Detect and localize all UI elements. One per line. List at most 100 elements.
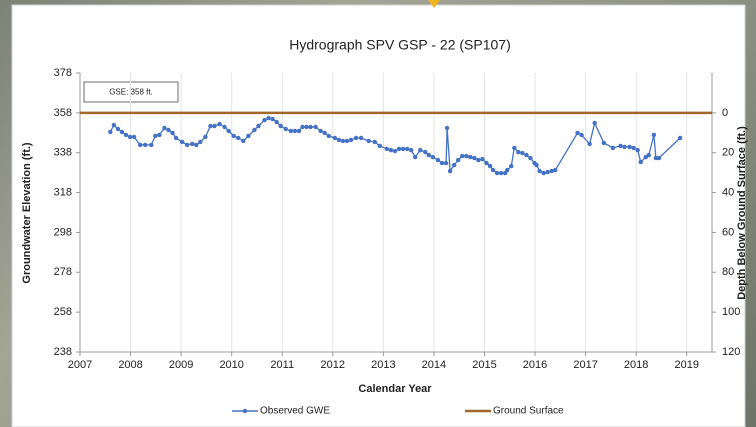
- data-point: [217, 121, 222, 127]
- data-point: [444, 125, 450, 131]
- data-point: [372, 139, 377, 145]
- data-point: [677, 135, 683, 141]
- data-point: [635, 147, 640, 153]
- data-point: [439, 160, 445, 166]
- data-point: [322, 130, 327, 136]
- data-point: [222, 124, 227, 130]
- data-point: [348, 137, 354, 143]
- data-point: [108, 129, 113, 135]
- data-point: [203, 134, 208, 140]
- data-point: [388, 147, 394, 153]
- data-point: [426, 152, 432, 158]
- data-point: [423, 149, 428, 155]
- data-point: [575, 130, 580, 136]
- data-point: [119, 129, 125, 135]
- y-tick-label: 358: [54, 107, 72, 119]
- data-point: [384, 146, 390, 152]
- data-point: [137, 142, 143, 148]
- data-point: [236, 135, 241, 141]
- map-marker: [428, 0, 440, 8]
- data-point: [231, 133, 236, 139]
- data-point: [435, 157, 441, 163]
- data-point: [653, 155, 659, 161]
- data-point: [610, 145, 616, 151]
- y-tick-label: 318: [54, 186, 72, 198]
- data-point: [537, 168, 542, 174]
- y-tick-label: 278: [54, 266, 72, 278]
- data-point: [408, 147, 414, 153]
- data-point: [484, 160, 489, 166]
- data-point: [455, 157, 461, 163]
- data-point: [404, 146, 410, 152]
- y2-tick-label: 20: [722, 147, 734, 159]
- x-tick-label: 2012: [321, 359, 345, 371]
- legend-label: Observed GWE: [260, 406, 330, 417]
- chart-title: Hydrograph SPV GSP - 22 (SP107): [289, 37, 511, 53]
- x-tick-label: 2016: [523, 359, 547, 371]
- data-point: [313, 124, 318, 130]
- chart-panel: [11, 4, 746, 427]
- x-tick-label: 2014: [422, 359, 446, 371]
- data-point: [656, 155, 662, 161]
- data-point: [545, 169, 550, 175]
- data-point: [541, 170, 546, 176]
- data-point: [252, 127, 257, 133]
- data-point: [266, 115, 271, 121]
- data-point: [226, 128, 231, 134]
- data-point: [587, 141, 592, 147]
- x-tick-label: 2013: [371, 359, 395, 371]
- data-point: [212, 123, 217, 129]
- data-point: [472, 155, 477, 161]
- data-point: [304, 124, 309, 130]
- data-point: [413, 154, 418, 160]
- data-point: [292, 128, 298, 134]
- data-point: [296, 128, 302, 134]
- data-point: [358, 135, 364, 141]
- data-point: [246, 133, 251, 139]
- data-point: [366, 138, 371, 144]
- data-point: [494, 170, 500, 176]
- data-point: [170, 130, 175, 136]
- data-point: [549, 168, 554, 174]
- data-point: [534, 162, 539, 168]
- data-point: [651, 132, 657, 138]
- data-point: [336, 137, 342, 143]
- y2-tick-label: 60: [722, 226, 734, 238]
- data-point: [509, 163, 514, 169]
- y-tick-label: 258: [54, 306, 72, 318]
- data-point: [443, 160, 449, 166]
- x-tick-label: 2019: [674, 359, 698, 371]
- data-point: [638, 159, 643, 165]
- data-point: [278, 123, 283, 129]
- data-point: [198, 139, 203, 145]
- y2-tick-label: 80: [722, 266, 734, 278]
- y2-axis-title: Depth Below Ground Surface (ft.): [736, 126, 748, 300]
- data-point: [460, 153, 465, 159]
- data-point: [520, 150, 525, 156]
- x-tick-label: 2007: [68, 359, 92, 371]
- data-point: [579, 132, 584, 138]
- data-point: [326, 133, 331, 139]
- data-point: [516, 149, 521, 155]
- y2-tick-label: 120: [722, 346, 740, 358]
- data-point: [476, 157, 481, 163]
- y2-tick-label: 40: [722, 186, 734, 198]
- data-point: [131, 134, 137, 140]
- x-tick-label: 2011: [270, 359, 294, 371]
- x-tick-label: 2010: [219, 359, 243, 371]
- data-point: [111, 122, 117, 128]
- data-point: [377, 143, 383, 149]
- data-point: [190, 141, 195, 147]
- data-point: [308, 124, 313, 130]
- data-point: [601, 140, 607, 146]
- data-point: [123, 132, 129, 138]
- data-point: [332, 135, 338, 141]
- data-point: [505, 167, 510, 173]
- data-point: [512, 145, 517, 151]
- data-point: [194, 142, 199, 148]
- x-axis-title: Calendar Year: [358, 383, 432, 395]
- x-tick-label: 2009: [169, 359, 193, 371]
- data-point: [627, 144, 632, 150]
- data-point: [208, 123, 213, 129]
